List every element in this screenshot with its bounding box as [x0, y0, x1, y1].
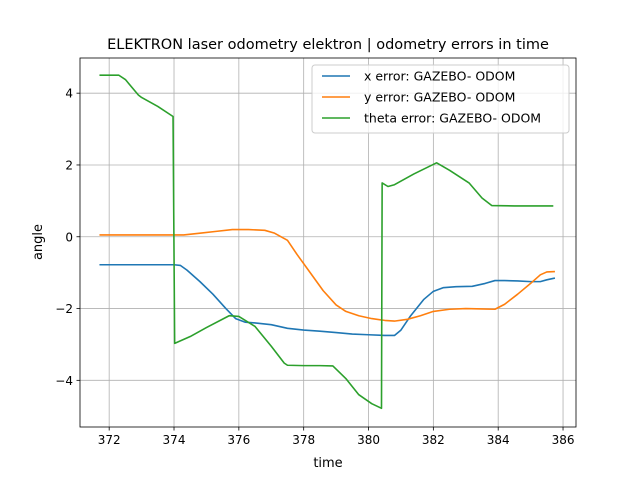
legend-label-1: y error: GAZEBO- ODOM	[364, 90, 515, 105]
x-tick-label: 384	[487, 433, 510, 447]
legend-label-0: x error: GAZEBO- ODOM	[364, 69, 515, 84]
y-axis-ticks: −4 −2 0 2 4	[55, 87, 80, 388]
x-tick-label: 380	[357, 433, 380, 447]
legend-box	[311, 64, 570, 134]
legend: x error: GAZEBO- ODOM y error: GAZEBO- OD…	[311, 64, 570, 134]
chart-title: ELEKTRON laser odometry elektron | odome…	[107, 37, 549, 53]
series-line-0	[99, 263, 556, 337]
axes-frame	[79, 57, 577, 428]
series-line-2	[99, 74, 554, 410]
series-lines	[99, 74, 556, 410]
y-tick-label: 2	[65, 158, 73, 172]
legend-label-2: theta error: GAZEBO- ODOM	[364, 111, 541, 126]
y-tick-label: −4	[55, 374, 73, 388]
x-axis-label: time	[313, 456, 342, 471]
y-tick-label: −2	[55, 302, 73, 316]
x-tick-label: 382	[422, 433, 445, 447]
y-axis-label: angle	[31, 224, 46, 260]
y-tick-label: 0	[65, 230, 73, 244]
x-tick-label: 376	[227, 433, 250, 447]
x-tick-label: 378	[292, 433, 315, 447]
x-axis-ticks: 372 374 376 378 380 382 384 386	[98, 427, 575, 447]
x-tick-label: 374	[163, 433, 186, 447]
y-tick-label: 4	[65, 87, 73, 101]
x-tick-label: 386	[552, 433, 575, 447]
series-line-1	[99, 228, 555, 322]
x-tick-label: 372	[98, 433, 121, 447]
